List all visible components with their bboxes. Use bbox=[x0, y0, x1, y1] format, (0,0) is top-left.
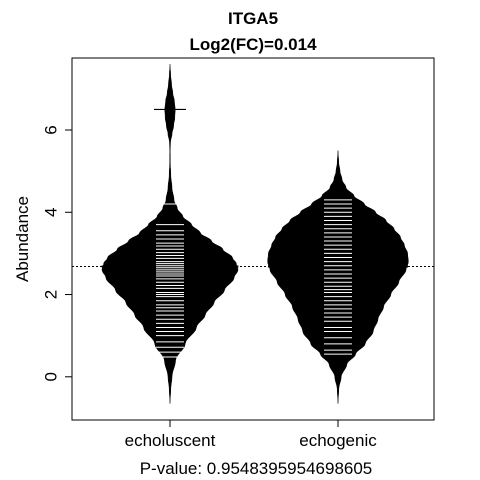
x-axis: echoluscent echogenic bbox=[125, 420, 378, 450]
chart-subtitle: Log2(FC)=0.014 bbox=[189, 35, 317, 54]
bean-echogenic bbox=[268, 151, 409, 404]
x-axis-label: P-value: 0.9548395954698605 bbox=[140, 459, 373, 478]
y-axis: 0 2 4 6 bbox=[41, 125, 72, 381]
y-tick-label: 6 bbox=[41, 125, 60, 134]
beans-layer bbox=[72, 64, 434, 403]
chart-title: ITGA5 bbox=[228, 9, 278, 28]
y-tick-label: 0 bbox=[41, 372, 60, 381]
bean-density-echogenic bbox=[268, 151, 409, 404]
y-axis-label: Abundance bbox=[13, 196, 32, 282]
y-tick-label: 4 bbox=[41, 208, 60, 217]
x-tick-label-echoluscent: echoluscent bbox=[125, 431, 216, 450]
x-tick-label-echogenic: echogenic bbox=[299, 431, 377, 450]
bean-echoluscent bbox=[102, 64, 239, 403]
y-tick-label: 2 bbox=[41, 290, 60, 299]
